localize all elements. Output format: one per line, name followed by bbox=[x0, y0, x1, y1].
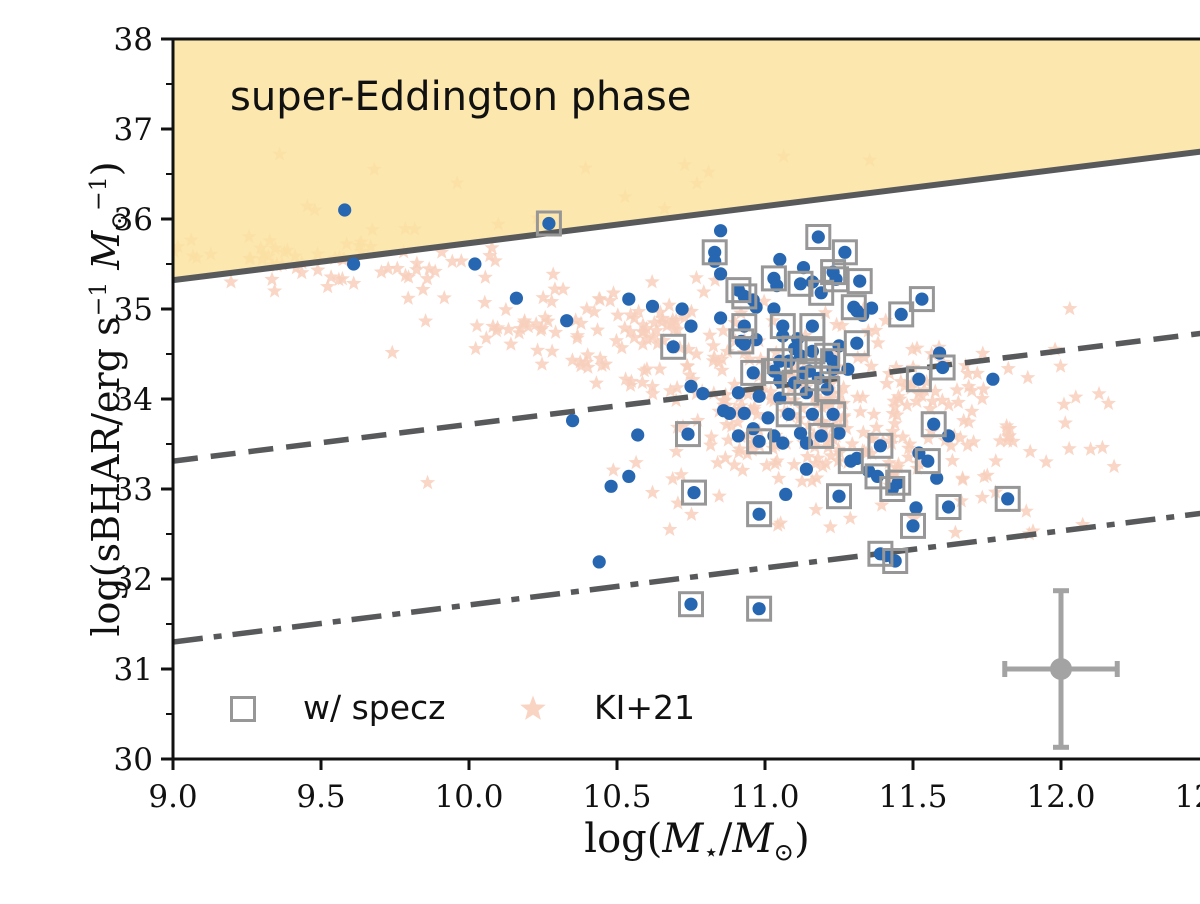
y-tick-label: 36 bbox=[114, 202, 153, 238]
y-tick-label: 35 bbox=[114, 292, 153, 328]
x-axis: 9.0 9.5 10.0 10.5 11.0 11.5 12.0 12.5 bbox=[148, 759, 1200, 815]
x-tick-label: 10.0 bbox=[434, 779, 503, 815]
legend-label-specz: w/ specz bbox=[303, 688, 446, 727]
one-percent-eddington-dashed-line bbox=[173, 330, 1200, 464]
y-tick-label: 31 bbox=[114, 652, 153, 688]
x-tick-label: 12.5 bbox=[1174, 779, 1200, 815]
plot-area bbox=[173, 39, 1200, 645]
agn-circles-series bbox=[338, 203, 1015, 616]
eddington-limit-solid-line bbox=[173, 148, 1200, 284]
x-tick-label: 10.5 bbox=[582, 779, 651, 815]
y-tick-label: 34 bbox=[114, 382, 153, 418]
x-tick-label: 11.5 bbox=[878, 779, 947, 815]
y-tick-label: 38 bbox=[114, 22, 153, 58]
legend bbox=[230, 695, 546, 722]
x-tick-label: 12.0 bbox=[1026, 779, 1095, 815]
super-eddington-region bbox=[173, 39, 1200, 281]
x-axis-label: log(M⋆/M⊙) bbox=[584, 816, 810, 867]
y-tick-label: 37 bbox=[114, 112, 153, 148]
x-tick-label: 9.5 bbox=[296, 779, 345, 815]
legend-star-marker bbox=[520, 695, 546, 720]
sub-eddington-dashdot-line bbox=[173, 510, 1200, 645]
y-tick-label: 30 bbox=[114, 742, 153, 778]
super-eddington-annotation: super-Eddington phase bbox=[230, 74, 692, 120]
x-tick-label: 11.0 bbox=[730, 779, 799, 815]
scatter-plot-canvas: 9.0 9.5 10.0 10.5 11.0 11.5 12.0 12.5 30 31 32 33 34… bbox=[114, 22, 1200, 815]
sbhar-vs-stellar-mass-figure: 9.0 9.5 10.0 10.5 11.0 11.5 12.0 12.5 30 31 32 33 34… bbox=[40, 16, 1200, 888]
y-axis: 30 31 32 33 34 35 36 37 38 bbox=[114, 22, 173, 778]
y-axis-label: log(sBHAR/erg s−1 M⊙−1) bbox=[84, 161, 134, 637]
y-tick-label: 32 bbox=[114, 562, 153, 598]
legend-label-ki21: KI+21 bbox=[594, 688, 696, 727]
y-tick-label: 33 bbox=[114, 472, 153, 508]
legend-square-marker bbox=[230, 696, 256, 722]
specz-squares-series bbox=[535, 210, 1021, 622]
x-tick-label: 9.0 bbox=[148, 779, 197, 815]
error-bar bbox=[1002, 588, 1120, 750]
